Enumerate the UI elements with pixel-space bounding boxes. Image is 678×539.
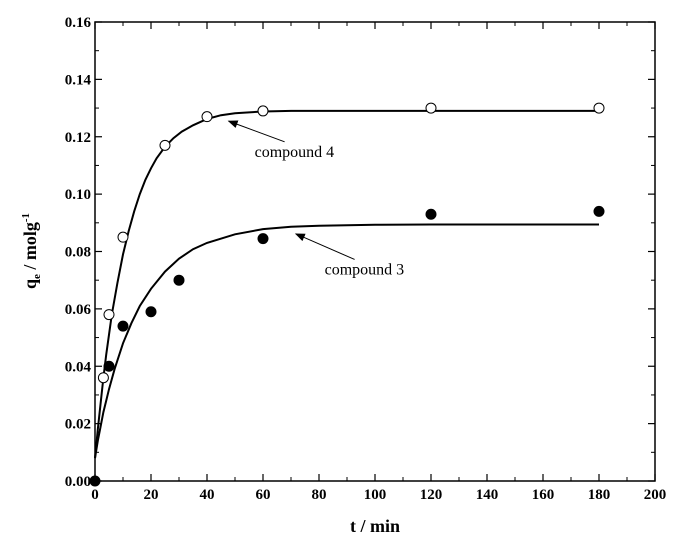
annotation-arrow — [227, 120, 285, 143]
data-point-series-1 — [201, 111, 213, 123]
data-point-series-2 — [425, 208, 437, 220]
x-tick-label: 160 — [532, 487, 555, 503]
x-tick-label: 60 — [256, 487, 271, 503]
x-tick-label: 0 — [91, 487, 99, 503]
y-tick-label: 0.06 — [65, 302, 92, 318]
data-point-series-1 — [159, 139, 171, 151]
y-tick-label: 0.10 — [65, 187, 91, 203]
data-point-series-2 — [117, 320, 129, 332]
y-tick-label: 0.08 — [65, 245, 91, 261]
data-point-series-2 — [89, 475, 101, 487]
y-tick-label: 0.12 — [65, 130, 91, 146]
x-tick-label: 40 — [200, 487, 215, 503]
x-tick-labels: 0 20 40 60 80 100 120 140 160 180 200 — [91, 487, 666, 503]
x-tick-label: 100 — [364, 487, 387, 503]
y-tick-label: 0.14 — [65, 72, 92, 88]
annotation-label: compound 4 — [255, 144, 335, 161]
annotation-arrow — [294, 233, 355, 260]
data-point-series-1 — [425, 102, 437, 114]
x-axis-title: t / min — [350, 516, 400, 536]
data-point-series-2 — [145, 306, 157, 318]
x-tick-label: 180 — [588, 487, 611, 503]
x-tick-label: 20 — [144, 487, 159, 503]
x-tick-label: 140 — [476, 487, 499, 503]
data-point-series-2 — [173, 274, 185, 286]
y-tick-labels: 0.00 0.02 0.04 0.06 0.08 0.10 0.12 0.14 0.16 — [65, 15, 92, 490]
data-point-series-1 — [103, 309, 115, 321]
y-tick-label: 0.00 — [65, 474, 91, 490]
plot-frame — [94, 21, 656, 482]
y-tick-label: 0.04 — [65, 359, 92, 375]
data-point-series-1 — [593, 102, 605, 114]
y-tick-label: 0.16 — [65, 15, 92, 31]
y-tick-label: 0.02 — [65, 417, 91, 433]
x-tick-label: 200 — [644, 487, 667, 503]
data-point-series-1 — [257, 105, 269, 117]
data-point-series-2 — [257, 233, 269, 245]
x-tick-label: 120 — [420, 487, 443, 503]
x-tick-label: 80 — [312, 487, 327, 503]
data-point-series-2 — [103, 360, 115, 372]
data-point-series-2 — [593, 205, 605, 217]
fit-curve-series-1 — [94, 109, 599, 459]
annotation-label: compound 3 — [325, 261, 405, 278]
data-point-series-1 — [117, 231, 129, 243]
annotations: compound 4 compound 3 — [227, 120, 405, 278]
axis-ticks — [94, 21, 656, 482]
data-points — [89, 102, 605, 487]
fit-curves — [94, 109, 599, 459]
y-axis-title: qe / molg-1 — [20, 213, 43, 289]
data-point-series-1 — [97, 372, 109, 384]
fit-curve-series-2 — [94, 223, 599, 459]
